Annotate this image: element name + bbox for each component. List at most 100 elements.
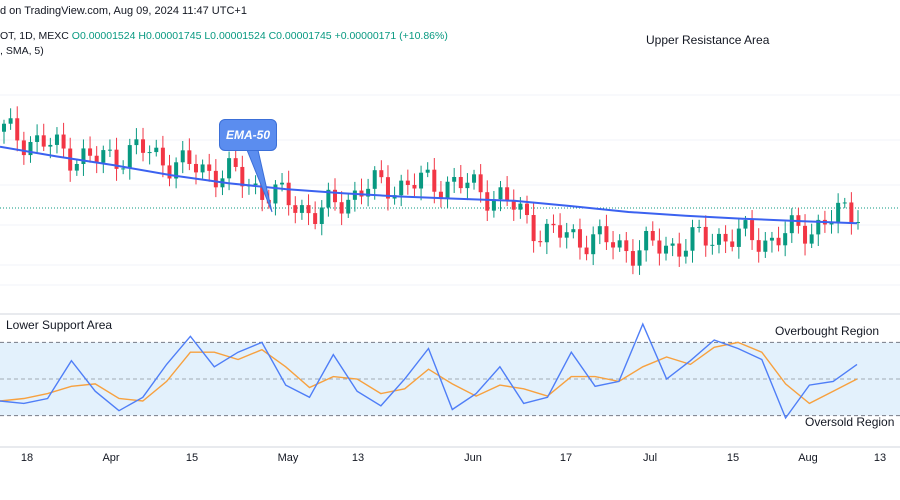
candle-body xyxy=(624,240,629,252)
candle-body xyxy=(716,233,721,245)
candle-body xyxy=(438,191,443,200)
candle-body xyxy=(776,237,781,246)
candle-body xyxy=(366,188,371,197)
ema-callout: EMA-50 xyxy=(219,119,277,151)
candle-body xyxy=(690,227,695,251)
candle-body xyxy=(736,228,741,247)
close-value: C0.00001745 xyxy=(268,30,332,42)
candle-body xyxy=(61,134,66,149)
candle-body xyxy=(458,176,463,189)
candle-body xyxy=(432,169,437,192)
candle-body xyxy=(412,184,417,189)
candle-body xyxy=(763,240,768,252)
candle-body xyxy=(505,187,510,201)
candle-body xyxy=(313,213,318,224)
candle-body xyxy=(160,147,165,166)
ema-50-line xyxy=(0,145,858,225)
high-value: H0.00001745 xyxy=(138,30,202,42)
x-tick-label: 13 xyxy=(873,452,887,464)
x-tick-label: Jun xyxy=(464,452,482,464)
candle-body xyxy=(94,155,99,163)
candle-body xyxy=(107,149,112,151)
candle-body xyxy=(650,230,655,241)
candle-body xyxy=(299,205,304,213)
candle-body xyxy=(35,135,40,142)
candle-body xyxy=(485,192,490,211)
candle-body xyxy=(558,225,563,238)
candle-body xyxy=(478,174,483,193)
candle-body xyxy=(333,189,338,203)
candle-body xyxy=(286,182,291,206)
candle-body xyxy=(68,148,73,171)
candle-body xyxy=(293,205,298,213)
x-tick-label: 13 xyxy=(351,452,365,464)
candle-body xyxy=(8,118,13,124)
candle-body xyxy=(723,233,728,242)
candle-body xyxy=(697,226,702,228)
candle-body xyxy=(511,200,516,210)
change-value: +0.00000171 (+10.86%) xyxy=(334,30,448,42)
open-value: O0.00001524 xyxy=(71,30,136,42)
candle-body xyxy=(538,241,543,243)
candle-body xyxy=(531,215,536,242)
candle-body xyxy=(167,165,172,179)
candle-body xyxy=(41,135,46,147)
candle-body xyxy=(174,162,179,179)
candle-body xyxy=(803,225,808,244)
candle-body xyxy=(319,207,324,224)
x-tick-label: 18 xyxy=(20,452,34,464)
symbol-label: OT, 1D, MEXC xyxy=(0,30,69,42)
candle-body xyxy=(346,199,351,214)
oversold-label: Oversold Region xyxy=(805,415,895,429)
candle-body xyxy=(637,250,642,266)
candle-body xyxy=(445,181,450,200)
candle-body xyxy=(783,233,788,246)
candle-body xyxy=(591,234,596,255)
candle-body xyxy=(584,247,589,255)
symbol-ohlc-line: OT, 1D, MEXC O0.00001524 H0.00001745 L0.… xyxy=(0,30,448,42)
candle-body xyxy=(154,147,159,153)
candle-body xyxy=(88,148,93,156)
candle-body xyxy=(577,229,582,248)
x-tick-label: 17 xyxy=(559,452,573,464)
candle-body xyxy=(604,226,609,243)
candle-body xyxy=(836,202,841,223)
candle-body xyxy=(253,183,258,186)
candle-body xyxy=(121,168,126,170)
candle-body xyxy=(54,134,59,145)
candle-body xyxy=(544,223,549,243)
candle-body xyxy=(74,163,79,171)
candle-body xyxy=(21,140,26,156)
candle-body xyxy=(213,170,218,188)
candle-body xyxy=(472,174,477,183)
candle-body xyxy=(207,164,212,171)
candle-body xyxy=(28,141,33,156)
oscillator-slow-line xyxy=(0,341,858,405)
candle-body xyxy=(352,190,357,200)
candle-body xyxy=(597,226,602,235)
candle-body xyxy=(856,222,860,224)
candle-body xyxy=(48,144,53,147)
candle-body xyxy=(385,177,390,199)
candle-body xyxy=(227,158,232,179)
candle-body xyxy=(326,189,331,208)
candle-body xyxy=(498,187,503,200)
oscillator-fast-line xyxy=(0,322,858,420)
x-tick-label: Apr xyxy=(102,452,120,464)
candle-body xyxy=(425,169,430,173)
candle-body xyxy=(15,118,20,141)
candle-body xyxy=(664,245,669,254)
overbought-label: Overbought Region xyxy=(775,324,880,338)
candle-body xyxy=(134,139,139,146)
candle-body xyxy=(551,223,556,226)
candle-body xyxy=(518,203,523,210)
candle-body xyxy=(273,184,278,204)
candle-body xyxy=(769,237,774,241)
low-value: L0.00001524 xyxy=(204,30,266,42)
candle-body xyxy=(564,232,569,238)
candle-body xyxy=(193,163,198,173)
candle-body xyxy=(849,202,854,223)
candle-body xyxy=(750,220,755,241)
